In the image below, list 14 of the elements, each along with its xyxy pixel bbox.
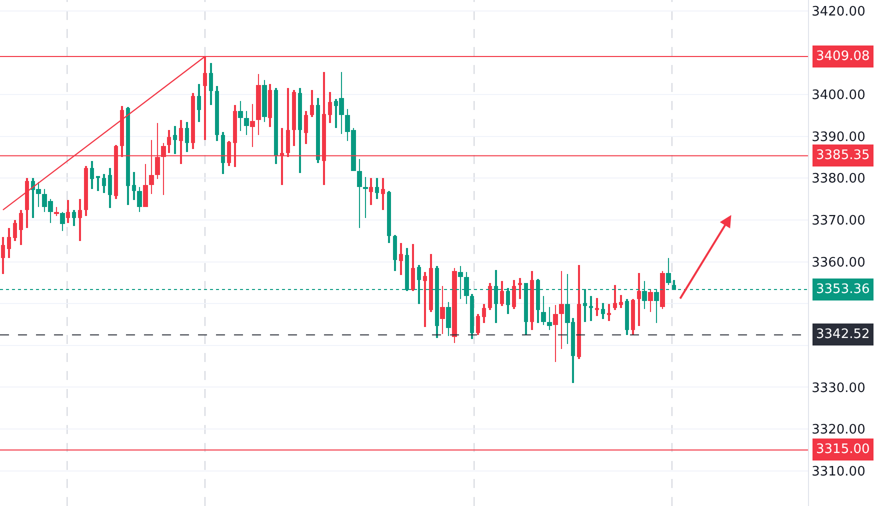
ref-line-label: 3409.08 [816, 49, 870, 64]
ref-line-label: 3353.36 [816, 282, 870, 297]
y-tick-label: 3400.00 [812, 88, 866, 104]
y-tick-label: 3320.00 [812, 422, 866, 438]
ref-line-label: 3315.00 [816, 442, 870, 457]
y-tick-label: 3310.00 [812, 464, 866, 480]
y-tick-label: 3390.00 [812, 130, 866, 145]
y-tick-label: 3420.00 [812, 4, 866, 20]
y-tick-label: 3360.00 [812, 255, 866, 270]
y-tick-label: 3330.00 [812, 380, 866, 396]
ref-line-label: 3342.52 [816, 327, 870, 342]
y-tick-label: 3370.00 [812, 214, 866, 229]
y-tick-label: 3380.00 [812, 172, 866, 187]
ref-line-label: 3385.35 [816, 148, 870, 163]
